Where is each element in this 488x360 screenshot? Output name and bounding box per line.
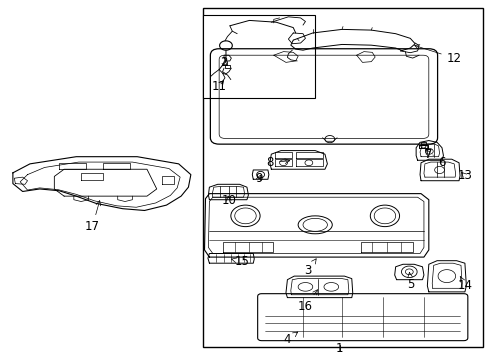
Text: 6: 6 xyxy=(432,155,445,169)
Text: 2: 2 xyxy=(220,56,227,69)
Bar xyxy=(203,8,483,347)
Text: 17: 17 xyxy=(85,201,101,233)
Text: 16: 16 xyxy=(297,290,317,313)
Text: 11: 11 xyxy=(211,80,226,93)
Text: 5: 5 xyxy=(407,273,414,291)
Text: 12: 12 xyxy=(414,45,461,64)
Text: 4: 4 xyxy=(283,332,297,346)
Text: 7: 7 xyxy=(424,148,432,161)
Text: 14: 14 xyxy=(456,276,471,292)
Text: 10: 10 xyxy=(221,194,236,207)
Text: 1: 1 xyxy=(335,342,343,355)
Text: 8: 8 xyxy=(266,156,289,169)
Text: 13: 13 xyxy=(457,169,471,182)
Bar xyxy=(203,15,315,98)
Text: 9: 9 xyxy=(255,172,263,185)
Text: 15: 15 xyxy=(231,255,249,268)
Text: 3: 3 xyxy=(304,259,316,277)
